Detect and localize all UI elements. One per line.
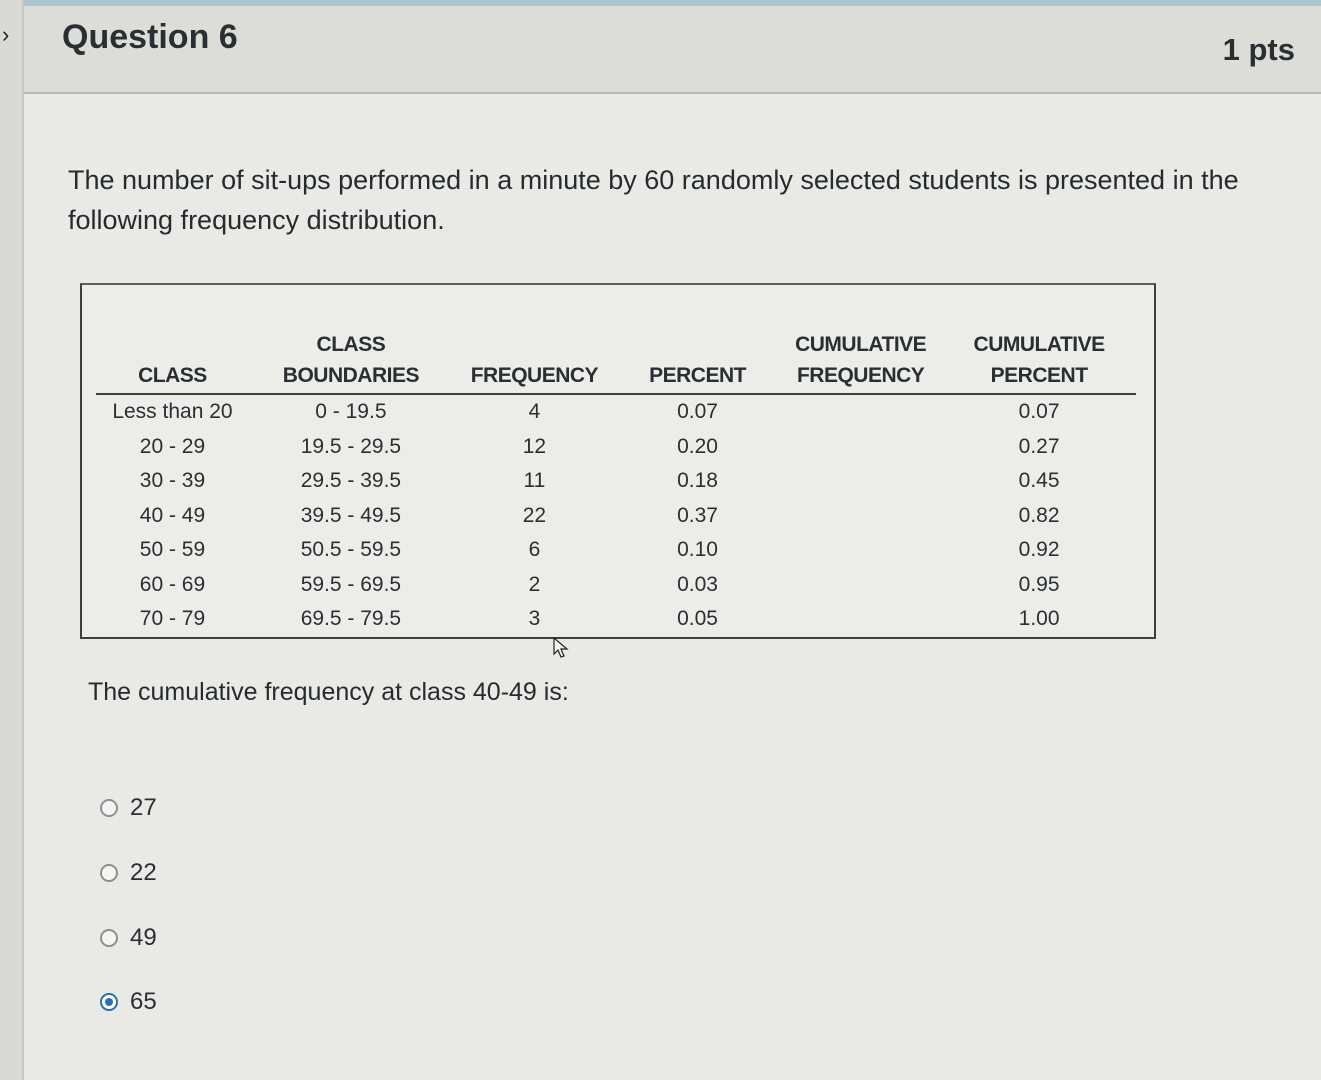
cell-boundaries: 59.5 - 69.5 — [300, 572, 402, 596]
answer-label: 27 — [130, 794, 157, 821]
header-cumulative-percent: CUMULATIVE PERCENT — [942, 323, 1136, 395]
table-row: Less than 20 0 - 19.5 4 0.07 0.07 — [96, 394, 1136, 430]
cell-percent: 0.05 — [677, 607, 718, 631]
header-percent: PERCENT — [615, 323, 780, 395]
answer-label: 65 — [130, 988, 157, 1015]
table-row: 20 - 29 19.5 - 29.5 12 0.20 0.27 — [96, 430, 1136, 465]
question-header: Question 6 1 pts — [24, 6, 1321, 94]
cell-class: 50 - 59 — [139, 538, 206, 562]
cell-boundaries: 69.5 - 79.5 — [300, 607, 402, 631]
radio-button[interactable] — [100, 864, 118, 882]
answer-option[interactable]: 22 — [100, 855, 157, 891]
answer-label: 49 — [130, 924, 157, 951]
cell-percent: 0.37 — [677, 503, 718, 527]
question-points: 1 pts — [1222, 32, 1295, 67]
cell-frequency: 11 — [523, 469, 546, 493]
cell-cumulative-percent: 0.07 — [1018, 400, 1060, 424]
cell-frequency: 4 — [528, 400, 541, 424]
cell-class: 40 - 49 — [139, 503, 206, 527]
answer-option[interactable]: 27 — [100, 790, 157, 826]
cell-class: 60 - 69 — [139, 572, 206, 596]
answer-option[interactable]: 65 — [100, 984, 157, 1020]
cell-cumulative-percent: 0.95 — [1018, 572, 1060, 596]
card-top-accent — [24, 0, 1321, 6]
header-class: CLASS — [96, 323, 249, 395]
cell-boundaries: 39.5 - 49.5 — [300, 503, 402, 527]
sub-question: The cumulative frequency at class 40-49 … — [88, 678, 569, 706]
table-row: 30 - 39 29.5 - 39.5 11 0.18 0.45 — [96, 464, 1136, 499]
radio-button[interactable] — [100, 929, 118, 947]
cell-boundaries: 0 - 19.5 — [315, 400, 387, 424]
cell-frequency: 6 — [528, 538, 541, 562]
table-row: 70 - 79 69.5 - 79.5 3 0.05 1.00 — [96, 602, 1136, 637]
header-cumulative-frequency: CUMULATIVE FREQUENCY — [779, 323, 943, 395]
cell-cumulative-frequency — [779, 394, 942, 430]
cell-cumulative-frequency — [779, 464, 942, 499]
header-class-boundaries: CLASS BOUNDARIES — [248, 323, 453, 395]
table-header-row: CLASS CLASS BOUNDARIES FREQUENCY PERCENT… — [96, 323, 1136, 395]
cell-cumulative-frequency — [779, 533, 942, 568]
mouse-pointer-icon — [553, 637, 569, 658]
table-row: 40 - 49 39.5 - 49.5 22 0.37 0.82 — [96, 499, 1136, 534]
question-prompt: The number of sit-ups performed in a min… — [68, 165, 1239, 235]
question-card: Question 6 1 pts The number of sit-ups p… — [22, 0, 1321, 1080]
cell-frequency: 2 — [528, 572, 541, 596]
cell-boundaries: 19.5 - 29.5 — [300, 434, 402, 458]
frequency-table: CLASS CLASS BOUNDARIES FREQUENCY PERCENT… — [96, 323, 1136, 637]
cell-percent: 0.03 — [677, 572, 718, 596]
cell-percent: 0.20 — [677, 434, 718, 458]
cell-cumulative-percent: 0.27 — [1018, 434, 1060, 458]
cell-percent: 0.07 — [677, 400, 718, 424]
cell-cumulative-frequency — [779, 568, 942, 603]
cell-frequency: 22 — [522, 503, 547, 527]
cell-cumulative-percent: 0.82 — [1018, 503, 1060, 527]
cell-cumulative-percent: 1.00 — [1018, 607, 1060, 631]
cell-frequency: 12 — [522, 434, 547, 458]
cell-boundaries: 29.5 - 39.5 — [300, 469, 402, 493]
cell-frequency: 3 — [528, 607, 541, 631]
cell-class: 30 - 39 — [139, 469, 206, 493]
cell-class: 20 - 29 — [139, 434, 206, 458]
cell-cumulative-percent: 0.92 — [1018, 538, 1060, 562]
cell-class: Less than 20 — [112, 400, 233, 424]
answer-label: 22 — [130, 859, 157, 886]
cell-cumulative-percent: 0.45 — [1018, 469, 1060, 493]
table-row: 50 - 59 50.5 - 59.5 6 0.10 0.92 — [96, 533, 1136, 568]
cell-boundaries: 50.5 - 59.5 — [300, 538, 402, 562]
radio-button[interactable] — [100, 993, 118, 1011]
cell-cumulative-frequency — [779, 602, 942, 637]
cell-class: 70 - 79 — [139, 607, 206, 631]
radio-button[interactable] — [100, 799, 118, 817]
answer-option[interactable]: 49 — [100, 920, 157, 956]
cell-cumulative-frequency — [779, 499, 942, 534]
header-frequency: FREQUENCY — [452, 323, 616, 395]
chevron-right-icon[interactable]: › — [2, 22, 10, 47]
cell-percent: 0.10 — [677, 538, 718, 562]
table-body: Less than 20 0 - 19.5 4 0.07 0.07 20 - 29 19.5… — [96, 394, 1136, 637]
table-row: 60 - 69 59.5 - 69.5 2 0.03 0.95 — [96, 568, 1136, 603]
cell-cumulative-frequency — [779, 430, 942, 465]
left-edge-strip: › — [0, 0, 22, 1080]
question-title: Question 6 — [62, 18, 238, 56]
cell-percent: 0.18 — [677, 469, 718, 493]
frequency-table-container: CLASS CLASS BOUNDARIES FREQUENCY PERCENT… — [80, 283, 1156, 639]
